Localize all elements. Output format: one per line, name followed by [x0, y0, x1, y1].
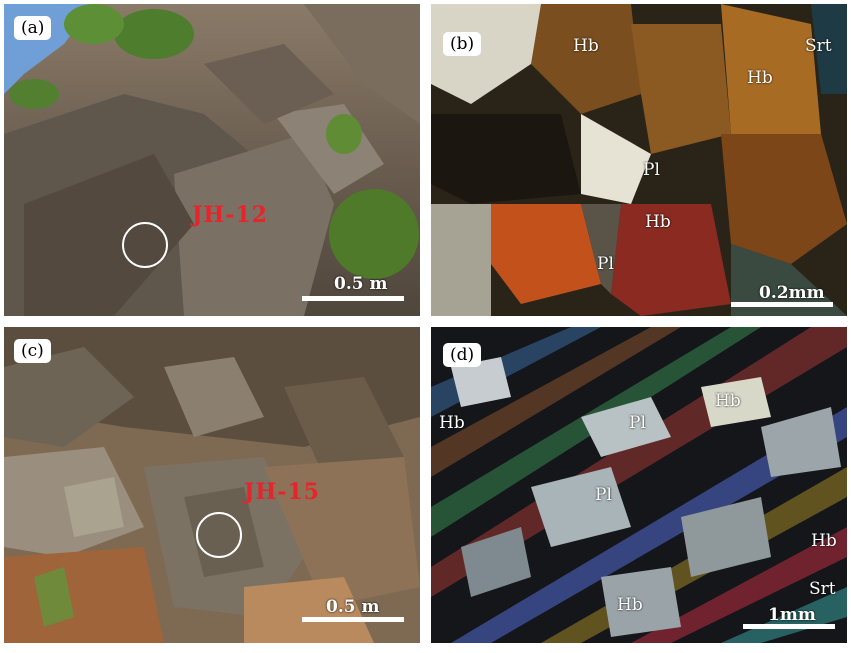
panel-label-b: (b) — [443, 32, 482, 56]
panel-b-micrograph: (b) Hb Srt Hb Pl Hb Pl 0.2mm — [431, 4, 847, 316]
mineral-label-hb: Hb — [573, 36, 599, 56]
scale-bar — [731, 302, 833, 307]
mineral-label-pl: Pl — [597, 254, 614, 274]
panel-label-a: (a) — [14, 16, 52, 40]
sample-location-circle — [122, 222, 168, 268]
mineral-label-hb: Hb — [747, 68, 773, 88]
mineral-label-hb: Hb — [439, 413, 465, 433]
sample-location-circle — [196, 512, 242, 558]
scale-bar-label: 0.2mm — [759, 283, 825, 303]
scale-bar-label: 1mm — [768, 605, 816, 625]
panel-label-c: (c) — [14, 339, 51, 363]
micrograph-d-image — [431, 327, 847, 643]
mineral-label-pl: Pl — [595, 485, 612, 505]
mineral-label-hb: Hb — [811, 531, 837, 551]
mineral-label-srt: Srt — [809, 579, 836, 599]
scale-bar — [302, 617, 404, 622]
mineral-label-srt: Srt — [805, 36, 832, 56]
sample-label-jh-15: JH-15 — [244, 479, 320, 505]
micrograph-b-image — [431, 4, 847, 316]
mineral-label-hb: Hb — [617, 595, 643, 615]
panel-a-outcrop-photo: (a) JH-12 0.5 m — [4, 4, 420, 316]
panel-label-d: (d) — [443, 343, 482, 367]
sample-label-jh-12: JH-12 — [192, 202, 268, 228]
outcrop-c-image — [4, 327, 420, 643]
mineral-label-hb: Hb — [645, 212, 671, 232]
outcrop-a-image — [4, 4, 420, 316]
mineral-label-pl: Pl — [629, 413, 646, 433]
panel-d-micrograph: (d) Hb Hb Pl Pl Hb Srt Hb 1mm — [431, 327, 847, 643]
mineral-label-hb: Hb — [715, 391, 741, 411]
scale-bar — [743, 624, 835, 629]
panel-c-outcrop-photo: (c) JH-15 0.5 m — [4, 327, 420, 643]
mineral-label-pl: Pl — [643, 160, 660, 180]
scale-bar — [302, 296, 404, 301]
scale-bar-label: 0.5 m — [334, 274, 388, 294]
scale-bar-label: 0.5 m — [326, 597, 380, 617]
